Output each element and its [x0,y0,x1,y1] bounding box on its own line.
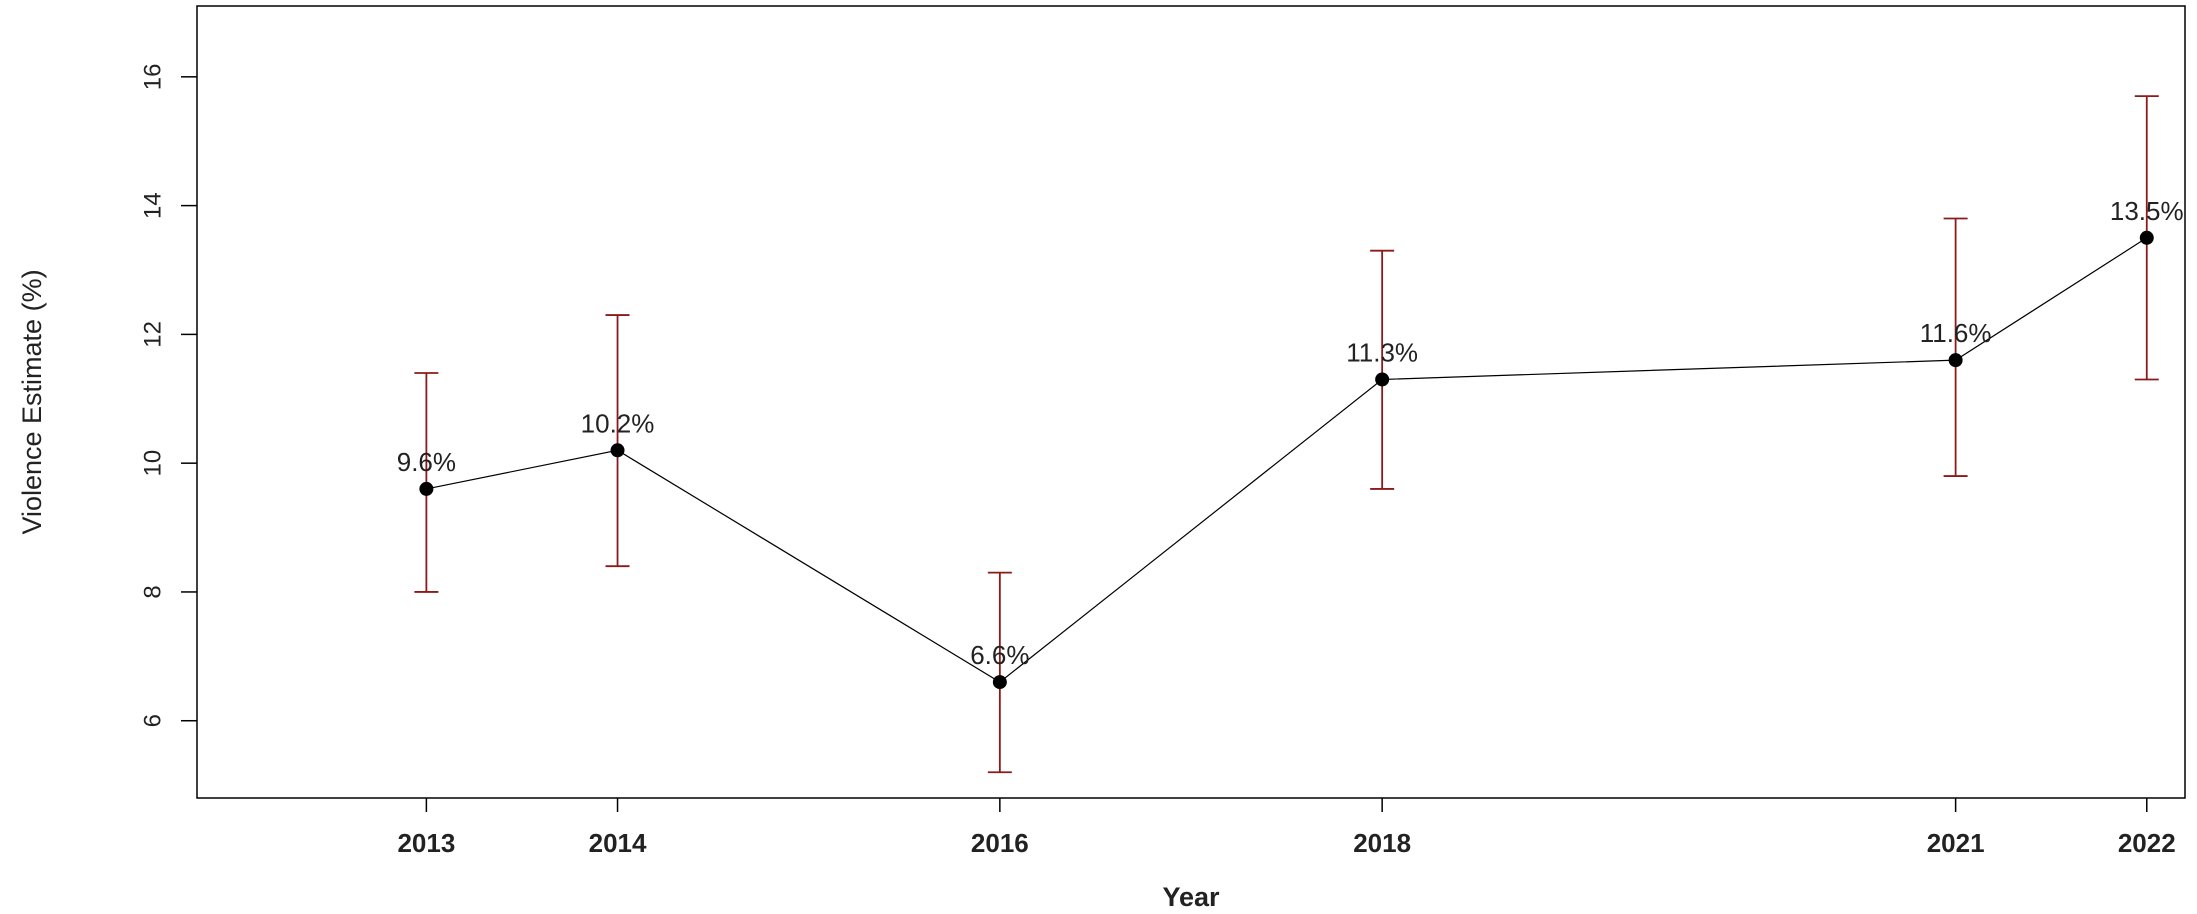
x-axis: 2013 2014 2016 2018 2021 2022 [397,798,2176,858]
data-point [610,443,625,458]
data-label: 10.2% [581,408,655,438]
x-tick-label: 2018 [1353,828,1411,858]
y-tick-label: 12 [140,321,167,348]
error-bars [414,95,2159,774]
plot-frame [196,5,2186,799]
x-tick-label: 2016 [971,828,1029,858]
data-label: 11.6% [1920,318,1992,348]
x-tick-label: 2022 [2118,828,2176,858]
data-label: 6.6% [970,640,1029,670]
x-tick-label: 2021 [1927,828,1985,858]
data-point [1375,372,1390,387]
y-tick-label: 10 [140,450,167,477]
data-point [992,675,1007,690]
y-tick-label: 8 [140,585,167,598]
data-label: 13.5% [2110,196,2184,226]
y-axis: 6 8 10 12 14 16 [140,63,197,727]
data-point [2139,230,2154,245]
y-tick-label: 6 [140,714,167,727]
y-tick-label: 16 [140,63,167,90]
x-axis-title: Year [1162,882,1220,912]
y-axis-title: Violence Estimate (%) [17,269,47,534]
data-labels: 9.6% 10.2% 6.6% 11.3% 11.6% 13.5% [397,196,2184,670]
data-point [1948,353,1963,368]
x-tick-label: 2014 [589,828,647,858]
y-tick-label: 14 [140,192,167,219]
series-line [426,237,2148,683]
data-point [419,481,434,496]
data-label: 9.6% [397,447,456,477]
x-tick-label: 2013 [397,828,455,858]
data-points [419,230,2154,690]
data-label: 11.3% [1346,337,1418,367]
